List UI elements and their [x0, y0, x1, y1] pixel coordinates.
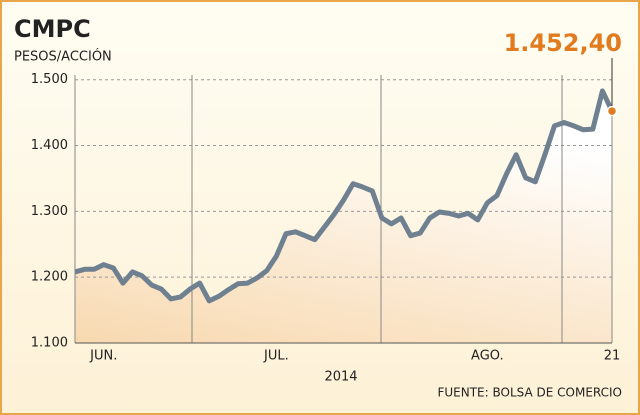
y-tick-label: 1.200 — [31, 270, 68, 285]
chart-title: CMPC — [14, 15, 91, 43]
source: FUENTE: BOLSA DE COMERCIO — [437, 386, 622, 400]
subtitle: PESOS/ACCIÓN — [14, 49, 112, 65]
line — [74, 88, 615, 304]
x-tick-label: AGO. — [471, 349, 504, 364]
area — [75, 90, 612, 343]
x-axis-label: 2014 — [324, 370, 357, 385]
value-label: 1.452,40 — [504, 29, 622, 57]
y-tick-label: 1.400 — [31, 138, 68, 153]
last-point — [606, 105, 618, 117]
x-tick-label: JUN. — [89, 349, 117, 364]
y-tick-label: 1.100 — [31, 336, 68, 351]
x-tick-label: 21 — [604, 349, 621, 364]
y-tick-label: 1.300 — [31, 204, 68, 219]
y-tick-label: 1.500 — [31, 72, 68, 87]
x-tick-label: JUL. — [263, 349, 289, 364]
